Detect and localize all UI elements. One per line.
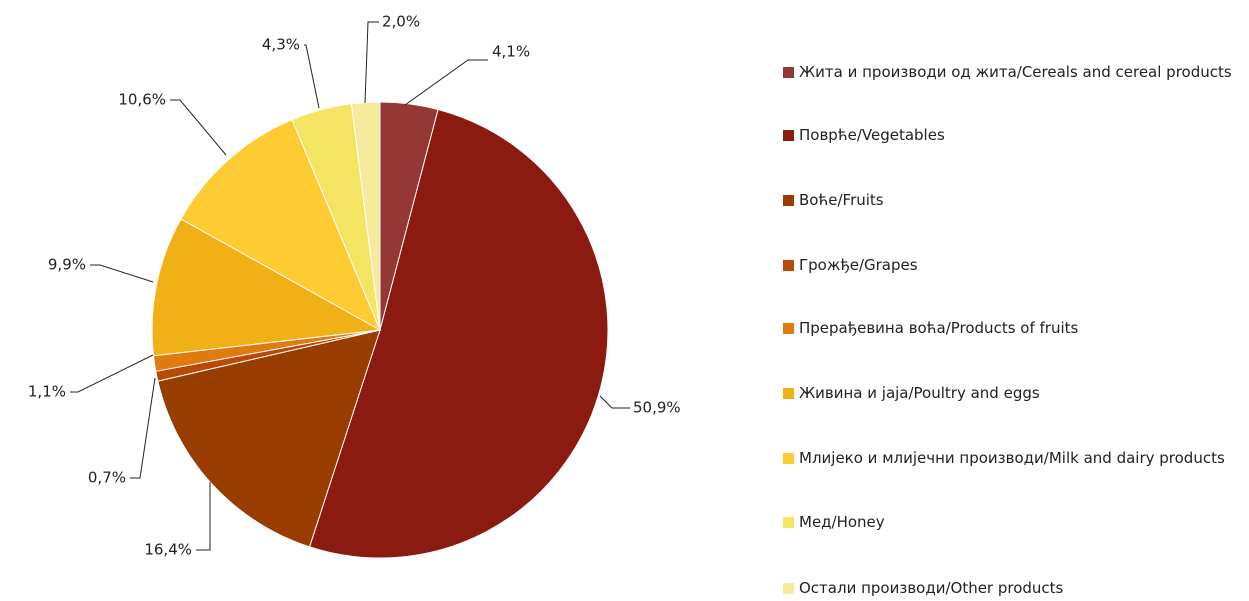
leader-line — [304, 44, 320, 109]
pie-slice — [157, 329, 381, 548]
legend-label: Мед/Honey — [799, 513, 885, 531]
leader-line — [404, 59, 488, 106]
legend-swatch — [783, 195, 794, 206]
data-label: 0,7% — [88, 469, 126, 487]
data-label: 4,3% — [262, 36, 300, 54]
leader-line — [170, 99, 227, 156]
leader-line — [90, 264, 154, 283]
legend-swatch — [783, 130, 794, 141]
legend-swatch — [783, 453, 794, 464]
legend-swatch — [783, 583, 794, 594]
legend-item: Мед/Honey — [783, 512, 1243, 532]
legend-label: Живина и јаја/Poultry and eggs — [799, 384, 1040, 402]
legend-label: Воће/Fruits — [799, 191, 884, 209]
data-label: 1,1% — [28, 383, 66, 401]
legend-swatch — [783, 388, 794, 399]
legend-item: Прерађевина воћа/Products of fruits — [783, 318, 1243, 338]
legend-swatch — [783, 517, 794, 528]
legend-item: Живина и јаја/Poultry and eggs — [783, 383, 1243, 403]
data-label: 10,6% — [118, 91, 166, 109]
pie-slice — [180, 118, 382, 332]
pie-slice — [151, 218, 382, 357]
legend-label: Остали производи/Other products — [799, 579, 1064, 597]
legend-label: Поврће/Vegetables — [799, 126, 945, 144]
data-label: 50,9% — [633, 399, 681, 417]
legend-label: Млијеко и млијечни производи/Milk and da… — [799, 449, 1225, 467]
legend-label: Грожђе/Grapes — [799, 256, 918, 274]
leader-line — [70, 354, 154, 393]
pie-slice — [308, 108, 609, 559]
data-label: 16,4% — [144, 541, 192, 559]
pie-area: 4,1% 50,9% 16,4% 0,7% 1,1% 9,9% 10,6% 4,3% 2,0% — [28, 13, 681, 559]
legend-item: Воће/Fruits — [783, 190, 1243, 210]
legend-item: Грожђе/Grapes — [783, 255, 1243, 275]
legend-item: Жита и производи од жита/Cereals and cer… — [783, 62, 1243, 82]
legend-item: Остали производи/Other products — [783, 578, 1243, 598]
legend-item: Млијеко и млијечни производи/Milk and da… — [783, 448, 1243, 468]
pie-slice — [350, 101, 381, 331]
legend-swatch — [783, 260, 794, 271]
legend-swatch — [783, 67, 794, 78]
leader-line — [599, 395, 630, 409]
legend-item: Поврће/Vegetables — [783, 125, 1243, 145]
leader-line — [364, 21, 379, 104]
data-label: 2,0% — [382, 13, 420, 31]
leader-line — [196, 482, 211, 551]
legend-label: Прерађевина воћа/Products of fruits — [799, 319, 1079, 337]
leader-line — [130, 377, 156, 479]
legend-swatch — [783, 323, 794, 334]
legend-label: Жита и производи од жита/Cereals and cer… — [799, 63, 1232, 81]
data-label: 4,1% — [492, 43, 530, 61]
data-label: 9,9% — [48, 256, 86, 274]
